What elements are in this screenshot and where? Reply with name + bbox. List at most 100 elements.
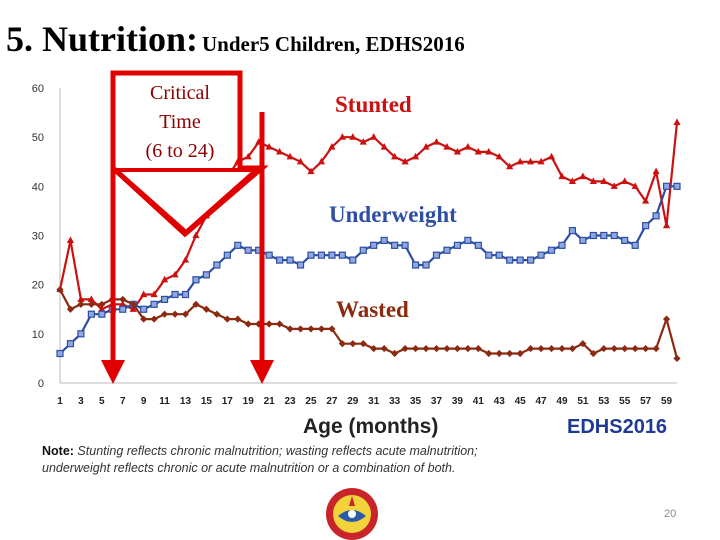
underweight-point — [537, 251, 545, 259]
wasted-point — [359, 340, 367, 348]
wasted-point — [181, 310, 190, 318]
emblem-icon — [326, 488, 378, 540]
wasted-point — [579, 340, 587, 348]
wasted-point — [422, 344, 430, 353]
underweight-point — [181, 290, 190, 299]
underweight-point — [213, 261, 221, 269]
stunted-point — [537, 157, 545, 165]
wasted-point — [160, 310, 169, 318]
underweight-point — [140, 305, 148, 313]
y-tick-label: 60 — [32, 83, 44, 95]
stunted-point — [453, 147, 461, 155]
wasted-point — [98, 300, 106, 308]
underweight-point — [558, 241, 566, 249]
wasted-point — [547, 344, 556, 353]
x-axis-label: Age (months) — [303, 415, 438, 438]
wasted-point — [652, 344, 660, 353]
underweight-point — [506, 256, 514, 264]
chart-note: Note: Stunting reflects chronic malnutri… — [42, 443, 642, 477]
x-tick-label: 9 — [141, 396, 147, 407]
underweight-point — [443, 246, 451, 254]
wasted-point — [223, 315, 231, 323]
underweight-point — [328, 251, 336, 259]
y-tick-label: 10 — [32, 329, 44, 341]
wasted-point — [119, 295, 127, 304]
wasted-point — [631, 344, 639, 353]
underweight-point — [391, 241, 399, 249]
x-tick-label: 53 — [598, 396, 610, 407]
wasted-point — [276, 320, 284, 328]
title-main: 5. Nutrition: — [6, 19, 198, 59]
stunted-point — [474, 147, 482, 155]
stunted-point — [642, 197, 650, 204]
underweight-point — [547, 246, 556, 254]
critical-time-annotation: Critical Time (6 to 24) — [110, 70, 269, 238]
stunted-point — [673, 118, 681, 126]
stunted-point — [129, 305, 137, 312]
stunted-point — [338, 133, 346, 140]
stunted-point — [485, 147, 493, 155]
wasted-point — [558, 344, 566, 353]
stunted-point — [401, 157, 409, 165]
x-tick-label: 5 — [99, 396, 105, 407]
wasted-point — [621, 344, 629, 353]
wasted-point — [673, 354, 681, 363]
stunted-point — [87, 295, 95, 303]
stunted-point — [558, 172, 566, 180]
underweight-point — [621, 236, 629, 245]
x-tick-label: 21 — [264, 396, 276, 407]
underweight-point — [234, 241, 242, 249]
wasted-point — [317, 325, 326, 333]
wasted-point — [453, 344, 461, 353]
wasted-point — [140, 315, 148, 323]
underweight-point — [610, 231, 618, 240]
underweight-point — [579, 236, 587, 245]
note-line2: underweight reflects chronic or acute ma… — [42, 461, 456, 475]
underweight-point — [464, 236, 472, 245]
wasted-point — [56, 285, 64, 294]
underweight-point — [223, 251, 231, 259]
stunted-point — [359, 138, 367, 145]
labels-layer: Stunted Underweight Wasted Age (months) … — [303, 92, 667, 438]
x-tick-label: 25 — [305, 396, 317, 407]
underweight-point — [600, 231, 608, 240]
x-tick-label: 35 — [410, 396, 422, 407]
x-tick-label: 55 — [619, 396, 631, 407]
underweight-point — [244, 246, 252, 254]
stunted-point — [181, 256, 190, 263]
wasted-point — [495, 349, 503, 358]
stunted-point — [411, 152, 420, 160]
underweight-point — [349, 256, 357, 264]
x-tick-label: 59 — [661, 396, 673, 407]
stunted-point — [77, 295, 85, 303]
stunted-point — [328, 143, 336, 150]
stunted-point — [631, 182, 639, 189]
underweight-point — [150, 300, 158, 308]
stunted-point — [192, 231, 200, 239]
x-tick-label: 41 — [473, 396, 485, 407]
wasted-point — [338, 340, 346, 348]
slide-title: 5. Nutrition: Under5 Children, EDHS2016 — [6, 18, 465, 60]
x-tick-label: 7 — [120, 396, 126, 407]
x-tick-label: 11 — [159, 396, 170, 407]
wasted-point — [464, 344, 472, 353]
wasted-point — [66, 305, 75, 313]
age-marker-arrows — [101, 112, 274, 384]
source-label: EDHS2016 — [567, 416, 667, 438]
stunted-point — [380, 143, 388, 150]
x-tick-label: 33 — [389, 396, 401, 407]
stunted-point — [600, 177, 608, 185]
stunted-point — [244, 152, 252, 160]
arrow-6-months-head — [101, 360, 125, 384]
stunted-point — [286, 152, 294, 160]
x-tick-label: 13 — [180, 396, 192, 407]
x-tick-label: 45 — [515, 396, 527, 407]
underweight-point — [160, 295, 169, 304]
y-tick-label: 30 — [32, 231, 44, 243]
x-tick-label: 15 — [201, 396, 213, 407]
x-tick-label: 29 — [347, 396, 359, 407]
x-tick-label: 51 — [577, 396, 589, 407]
stunted-point — [516, 157, 524, 165]
underweight-point — [77, 330, 85, 338]
stunted-point — [160, 275, 169, 283]
